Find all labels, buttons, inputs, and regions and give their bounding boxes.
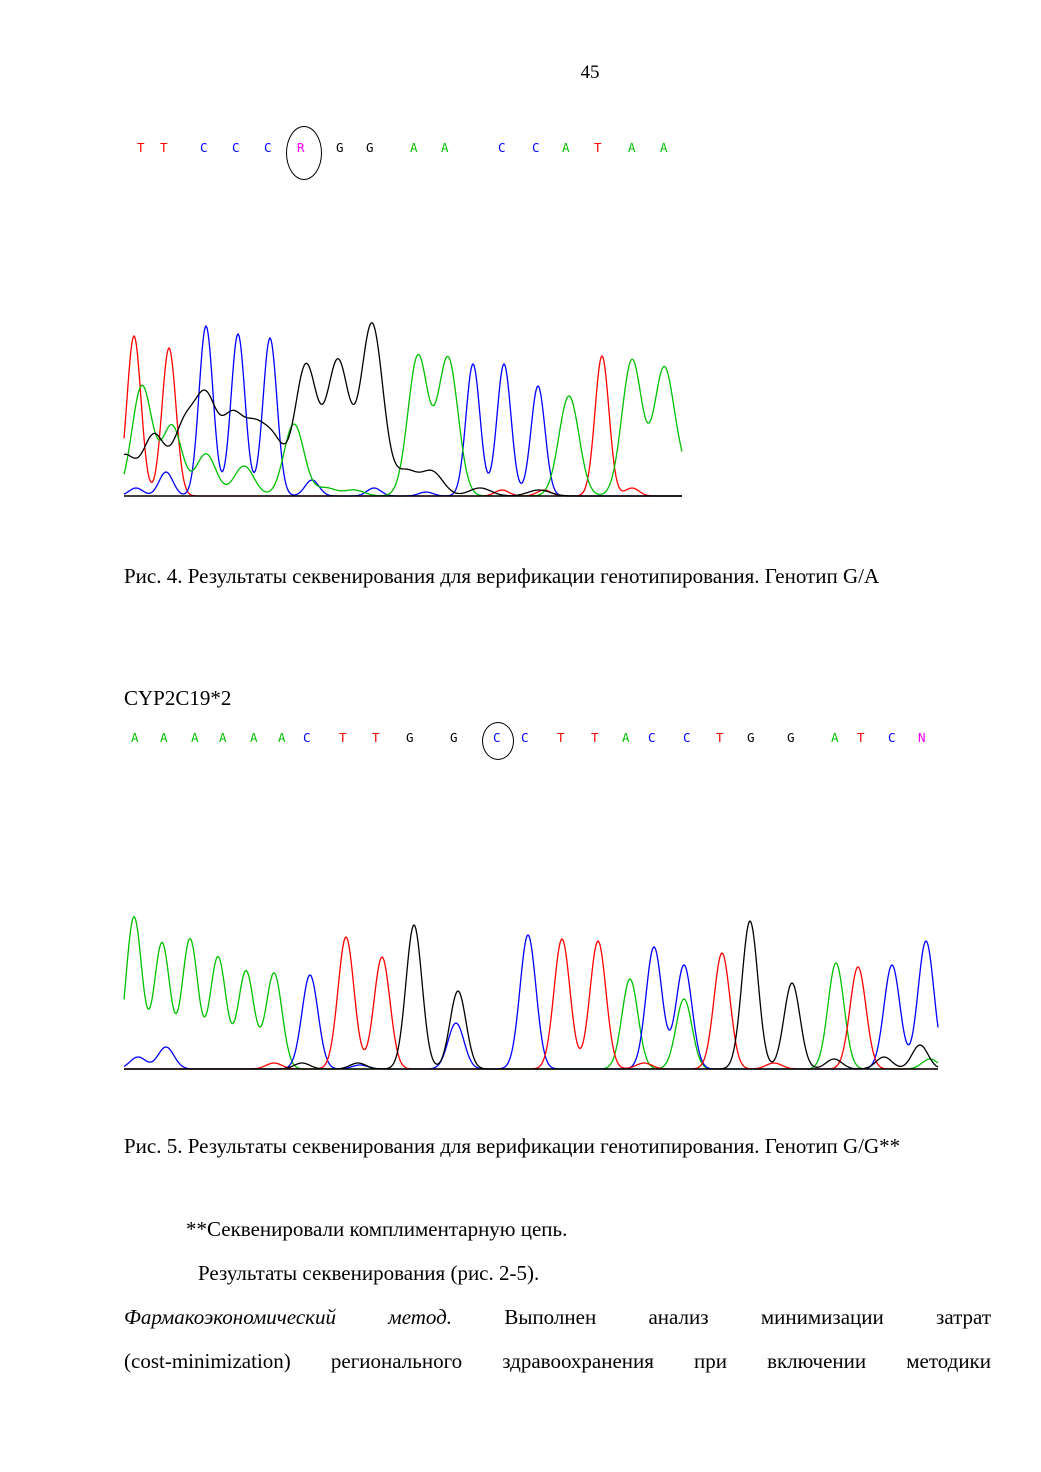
base-letter: G xyxy=(336,140,344,155)
base-letter: A xyxy=(410,140,418,155)
base-letter: A xyxy=(219,730,227,745)
chromatogram-trace xyxy=(123,334,682,497)
base-letter: C xyxy=(532,140,540,155)
base-letter: G xyxy=(747,730,755,745)
figure4-chromatogram xyxy=(123,321,683,497)
chromatogram-trace xyxy=(123,324,682,497)
figure5-highlight-circle xyxy=(482,722,514,760)
base-letter: A xyxy=(278,730,286,745)
base-letter: C xyxy=(521,730,529,745)
base-letter: G xyxy=(450,730,458,745)
base-letter: T xyxy=(716,730,724,745)
chromatogram-trace xyxy=(123,353,683,497)
base-letter: C xyxy=(264,140,272,155)
method-paragraph-line2: (cost-minimization) регионального здраво… xyxy=(124,1349,991,1373)
base-letter: A xyxy=(831,730,839,745)
base-letter: A xyxy=(562,140,570,155)
results-line: Результаты секвенирования (рис. 2-5). xyxy=(198,1261,540,1285)
chromatogram-trace xyxy=(123,321,682,497)
base-letter: C xyxy=(888,730,896,745)
base-letter: A xyxy=(250,730,258,745)
base-letter: T xyxy=(339,730,347,745)
figure5-chromatogram xyxy=(123,915,939,1070)
base-letter: A xyxy=(660,140,668,155)
base-letter: T xyxy=(591,730,599,745)
base-letter: A xyxy=(622,730,630,745)
page-number: 45 xyxy=(580,62,600,83)
base-letter: C xyxy=(648,730,656,745)
base-letter: T xyxy=(372,730,380,745)
base-letter: A xyxy=(441,140,449,155)
chromatogram-trace xyxy=(123,915,939,1070)
base-letter: A xyxy=(191,730,199,745)
base-letter: C xyxy=(683,730,691,745)
base-letter: C xyxy=(232,140,240,155)
base-letter: T xyxy=(137,140,145,155)
base-letter: C xyxy=(303,730,311,745)
method-title: Фармакоэкономический метод. xyxy=(124,1305,453,1329)
method-paragraph-line1: Фармакоэкономический метод. Выполнен ана… xyxy=(124,1295,991,1339)
chromatogram-trace xyxy=(123,934,939,1070)
base-letter: G xyxy=(406,730,414,745)
footnote: **Секвенировали комплиментарную цепь. xyxy=(186,1217,568,1241)
base-letter: C xyxy=(200,140,208,155)
base-letter: T xyxy=(160,140,168,155)
base-letter: N xyxy=(918,730,926,745)
figure5-gene-label: CYP2C19*2 xyxy=(124,686,232,710)
base-letter: T xyxy=(594,140,602,155)
method-text-line1: Выполнен анализ минимизации затрат xyxy=(504,1305,991,1329)
base-letter: G xyxy=(366,140,374,155)
base-letter: A xyxy=(628,140,636,155)
base-letter: A xyxy=(160,730,168,745)
figure4-highlight-circle xyxy=(286,126,322,180)
figure5-caption: Рис. 5. Результаты секвенирования для ве… xyxy=(124,1134,901,1158)
base-letter: T xyxy=(857,730,865,745)
base-letter: G xyxy=(787,730,795,745)
figure4-caption: Рис. 4. Результаты секвенирования для ве… xyxy=(124,564,880,588)
base-letter: A xyxy=(131,730,139,745)
chromatogram-trace xyxy=(124,936,938,1070)
base-letter: T xyxy=(557,730,565,745)
base-letter: C xyxy=(498,140,506,155)
